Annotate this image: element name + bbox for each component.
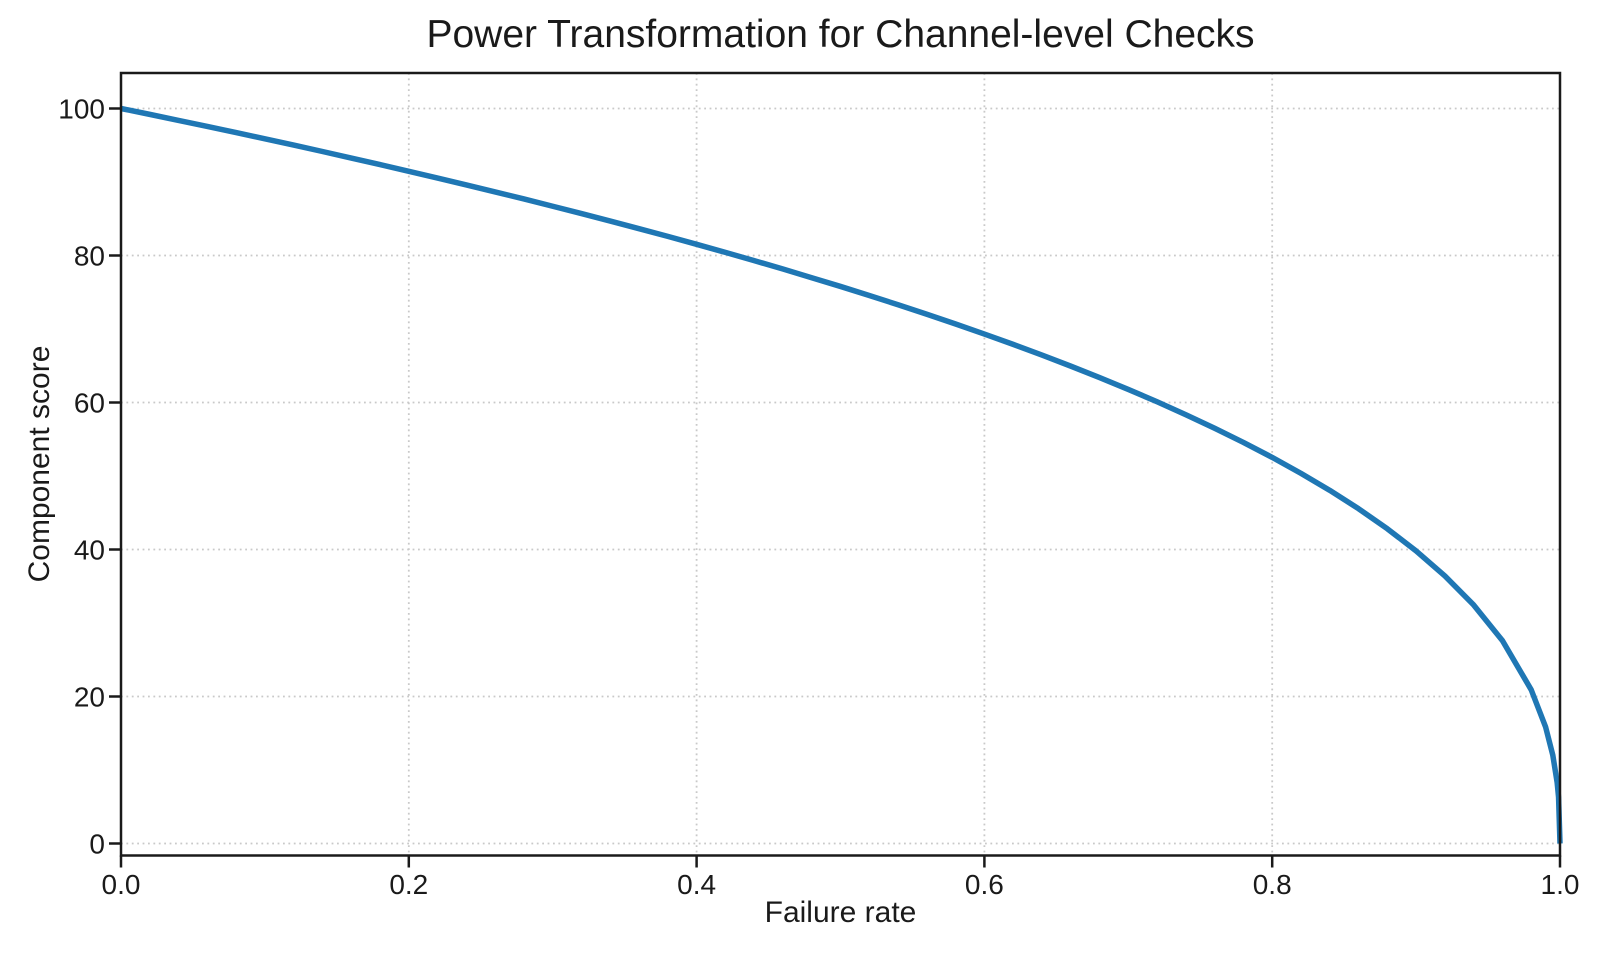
x-tick-label: 0.4: [677, 869, 716, 900]
y-tick-label: 80: [74, 241, 105, 272]
y-tick-label: 60: [74, 388, 105, 419]
x-tick-label: 0.0: [102, 869, 141, 900]
y-tick-label: 0: [89, 829, 105, 860]
x-tick-label: 1.0: [1541, 869, 1580, 900]
x-tick-label: 0.6: [965, 869, 1004, 900]
y-tick-label: 100: [58, 94, 105, 125]
data-curve: [120, 105, 1563, 844]
x-tick-label: 0.8: [1253, 869, 1292, 900]
chart-title: Power Transformation for Channel-level C…: [426, 13, 1255, 56]
x-axis-label: Failure rate: [764, 896, 917, 929]
y-tick-label: 20: [74, 682, 105, 713]
y-axis-label: Component score: [23, 345, 56, 583]
x-tick-label: 0.2: [389, 869, 428, 900]
plot-spines: [119, 71, 1562, 857]
y-tick-label: 40: [74, 535, 105, 566]
